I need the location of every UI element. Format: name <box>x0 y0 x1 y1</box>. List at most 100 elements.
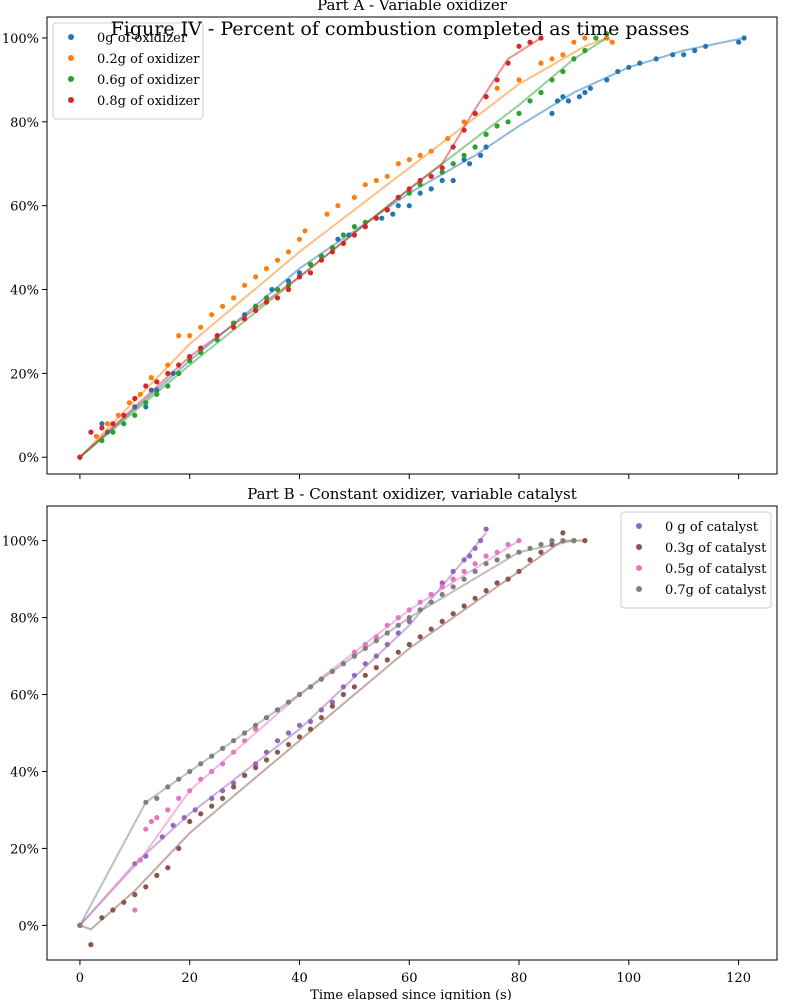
panel-b-data-point <box>242 738 248 744</box>
panel-a-y-tick-label: 80% <box>10 116 39 131</box>
panel-a-data-point <box>582 35 588 41</box>
panel-b-data-point <box>192 807 198 813</box>
panel-a-data-point <box>198 324 204 330</box>
panel-a-data-point <box>340 240 346 246</box>
x-axis-label: Time elapsed since ignition (s) <box>310 988 512 1000</box>
panel-a-data-point <box>538 35 544 41</box>
panel-b-data-point <box>231 738 237 744</box>
panel-a-y-tick-label: 0% <box>18 451 39 466</box>
panel-b-data-point <box>362 672 368 678</box>
panel-b-data-point <box>472 568 478 575</box>
panel-b-data-point <box>461 557 467 563</box>
panel-a-data-point <box>681 52 687 58</box>
panel-b-data-point <box>176 776 182 782</box>
panel-b-data-point <box>159 834 165 840</box>
panel-b-data-point <box>307 726 314 732</box>
panel-a-plot-area <box>77 31 747 460</box>
panel-a-data-point <box>121 421 127 427</box>
panel-a-data-point <box>335 236 341 242</box>
panel-b-data-point <box>483 553 489 559</box>
panel-b-data-point <box>384 622 390 628</box>
panel-a-data-point <box>351 232 357 238</box>
panel-b-data-point <box>209 803 215 809</box>
panel-a-legend-label: 0.6g of oxidizer <box>97 73 200 88</box>
panel-b-legend: 0 g of catalyst 0.3g of catalyst 0.5g of c… <box>620 511 772 609</box>
panel-a-data-point <box>571 39 577 45</box>
panel-a-data-point <box>406 203 412 209</box>
panel-b-data-point <box>242 772 248 778</box>
panel-a-data-point <box>220 303 226 309</box>
panel-b-legend-label: 0.3g of catalyst <box>665 541 767 556</box>
panel-b-data-point <box>351 672 357 678</box>
panel-b-legend-box <box>620 511 772 609</box>
panel-b-data-point <box>439 591 445 598</box>
panel-b-data-point <box>467 553 473 559</box>
panel-a-data-point <box>445 136 451 142</box>
panel-a-data-point <box>143 383 149 389</box>
panel-a-data-point <box>483 144 489 150</box>
panel-b-data-point <box>472 561 478 567</box>
panel-b-data-point <box>527 545 533 551</box>
panel-b-data-point <box>263 715 270 721</box>
panel-b-data-point <box>362 661 368 667</box>
panel-b-data-point <box>560 538 566 544</box>
panel-a-title: Part A - Variable oxidizer <box>317 0 508 14</box>
panel-b-data-point <box>428 591 434 598</box>
panel-b-data-point <box>461 568 467 575</box>
panel-b-data-point <box>439 618 445 625</box>
panel-a-data-point <box>527 98 533 104</box>
panel-b-legend-marker <box>636 586 642 592</box>
panel-b-data-point <box>253 761 259 767</box>
panel-b-data-point <box>351 653 357 659</box>
panel-b-data-point <box>505 541 511 548</box>
panel-a-data-point <box>285 278 292 284</box>
panel-a-data-point <box>670 52 676 58</box>
panel-b-data-point <box>582 538 588 544</box>
panel-b-data-point <box>450 576 456 582</box>
panel-b-data-point <box>428 599 434 605</box>
panel-a-data-point <box>609 39 615 45</box>
panel-a-data-point <box>439 165 445 171</box>
panel-b-series-4 <box>77 538 577 929</box>
panel-a-data-point <box>461 127 467 133</box>
panel-a-data-point <box>637 60 643 66</box>
panel-b-y-tick-label: 80% <box>10 612 39 627</box>
panel-b-data-point <box>340 661 346 667</box>
panel-b-data-point <box>505 553 511 559</box>
panel-a-data-point <box>604 31 610 37</box>
panel-b-data-point <box>439 584 445 590</box>
panel-a-data-point <box>472 144 478 150</box>
panel-a-data-point <box>176 362 182 368</box>
panel-b-x-tick-label: 20 <box>181 971 198 986</box>
panel-b-data-point <box>329 699 335 705</box>
panel-a-data-point <box>494 77 500 83</box>
panel-b-data-point <box>253 722 259 728</box>
panel-a-data-point <box>516 110 522 116</box>
panel-a-data-point <box>516 43 522 49</box>
panel-a-data-point <box>110 421 116 427</box>
figure-title: Figure IV - Percent of combustion comple… <box>111 18 690 40</box>
panel-b-data-point <box>318 715 324 721</box>
panel-a-data-point <box>582 47 588 54</box>
panel-b-data-point <box>384 657 390 663</box>
panel-a-data-point <box>560 52 566 58</box>
panel-b-data-point <box>121 899 127 905</box>
panel-b-data-point <box>406 618 412 625</box>
panel-b-data-point <box>483 526 489 532</box>
panel-a-data-point <box>296 270 303 276</box>
panel-a-data-point <box>274 295 281 301</box>
panel-a-data-point <box>478 152 484 158</box>
panel-a-data-point <box>384 173 390 179</box>
panel-a-data-point <box>209 312 215 318</box>
panel-b-data-point <box>351 649 357 655</box>
panel-a-data-point <box>121 412 127 418</box>
panel-a-data-point <box>395 194 401 200</box>
panel-b-data-point <box>274 749 281 755</box>
panel-b-x-tick-label: 60 <box>401 971 418 986</box>
panel-a-data-point <box>527 39 533 45</box>
panel-a-data-point <box>384 207 390 213</box>
panel-a-data-point <box>483 94 489 100</box>
panel-a-data-point <box>165 370 171 376</box>
panel-b-data-point <box>450 584 456 590</box>
panel-b-data-point <box>395 622 401 628</box>
